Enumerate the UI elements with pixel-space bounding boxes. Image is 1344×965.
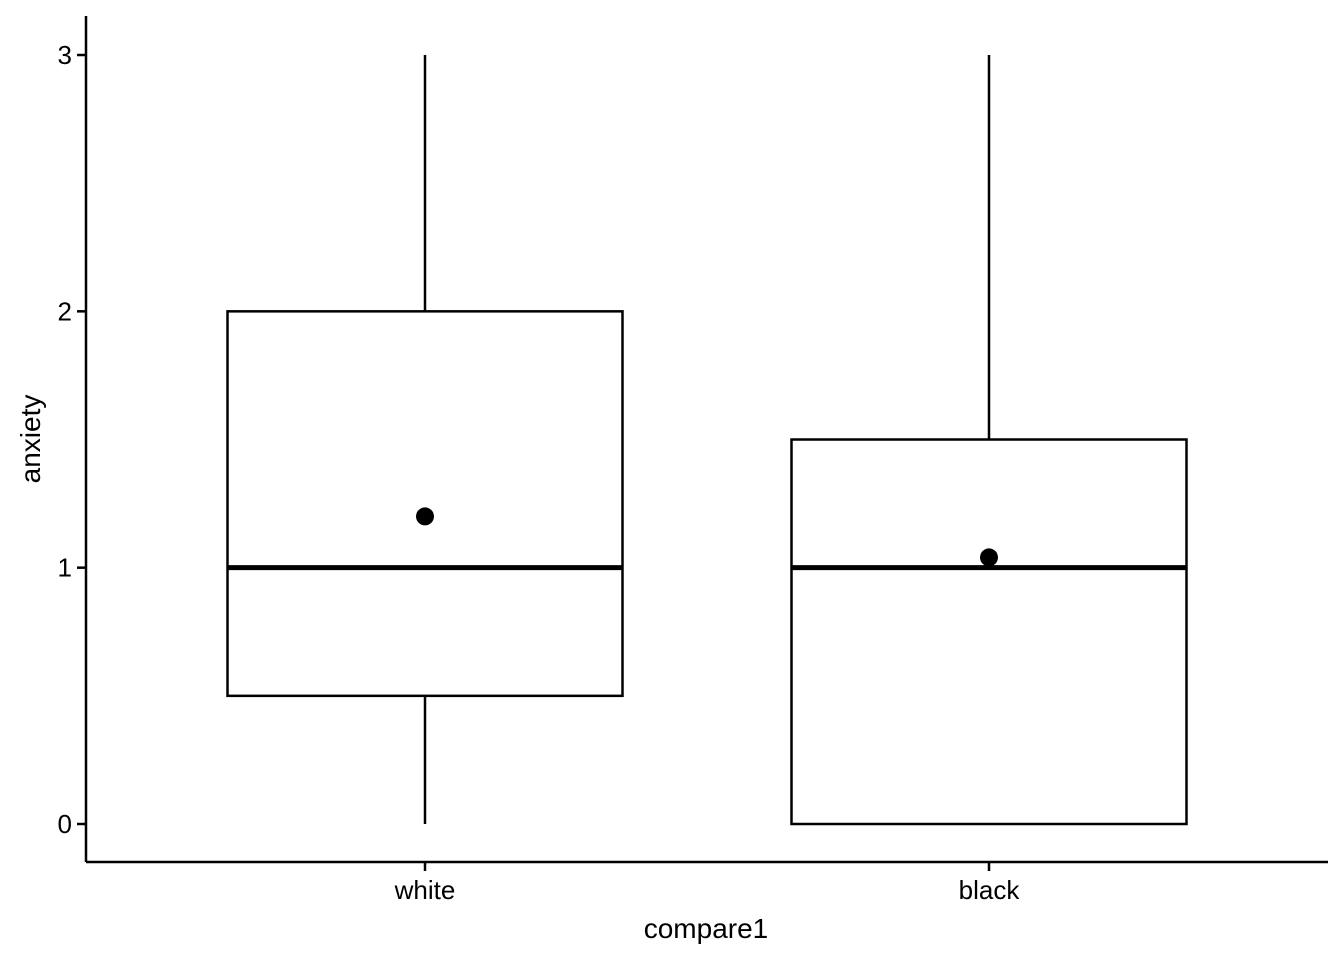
x-axis-title: compare1 (644, 913, 769, 944)
axes-layer (84, 16, 1328, 864)
ticks-layer: white black 0 1 2 3 (58, 40, 1021, 905)
y-tick-label-0: 0 (58, 809, 72, 839)
mean-point-black (980, 548, 998, 567)
mean-point-white (416, 507, 434, 526)
box-white (226, 310, 624, 698)
x-tick-label-white: white (394, 875, 456, 905)
marks-layer (226, 55, 1188, 826)
y-axis-title: anxiety (15, 395, 46, 484)
y-tick-label-2: 2 (58, 296, 72, 326)
y-tick-label-3: 3 (58, 40, 72, 70)
x-tick-label-black: black (959, 875, 1021, 905)
box-black (790, 438, 1188, 826)
y-tick-label-1: 1 (58, 553, 72, 583)
